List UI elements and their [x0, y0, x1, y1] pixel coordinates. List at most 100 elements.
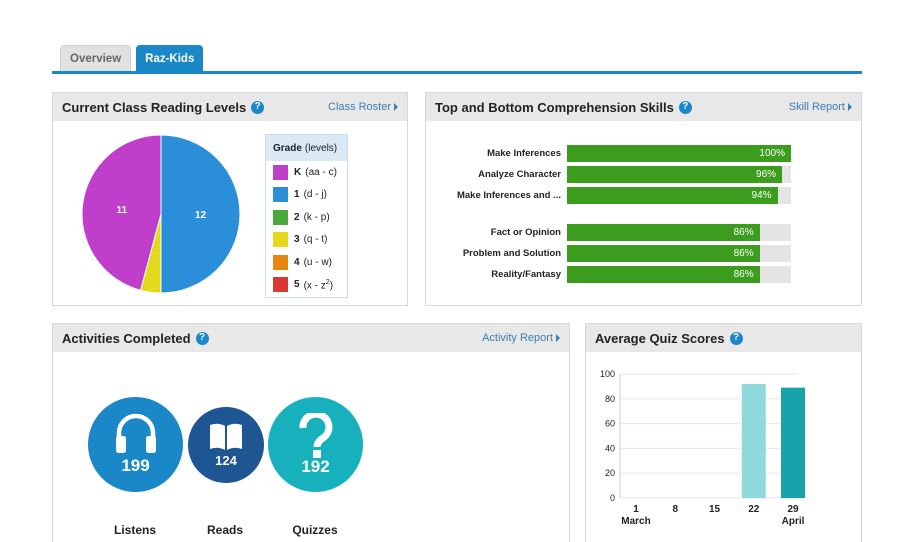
quizzes-label: Quizzes — [292, 523, 338, 537]
quiz-bar[interactable] — [741, 383, 766, 498]
legend-grade: 3 — [294, 234, 300, 246]
legend-swatch — [273, 277, 288, 293]
skill-label: Make Inferences — [487, 148, 561, 159]
legend-range-text: (q - t) — [303, 234, 328, 246]
help-icon[interactable]: ? — [251, 100, 265, 114]
legend-grade: 2 — [294, 211, 300, 223]
skill-label: Fact or Opinion — [490, 227, 561, 238]
legend-swatch — [273, 209, 288, 225]
skill-report-link[interactable]: Skill Report — [789, 101, 852, 113]
tab-underline — [52, 71, 862, 74]
y-tick-label: 20 — [605, 468, 615, 478]
skill-report-link-text[interactable]: Skill Report — [788, 101, 845, 113]
legend-range: (d - j) — [304, 189, 327, 200]
legend-range-text: (x - z — [303, 279, 326, 291]
class-roster-link[interactable]: Class Roster — [328, 101, 398, 113]
skill-bar-track: 86% — [567, 224, 791, 241]
legend-swatch — [273, 232, 288, 248]
skill-label: Analyze Character — [478, 169, 561, 180]
legend-item: K (aa - c) — [266, 161, 347, 184]
headphones-icon — [115, 413, 156, 453]
activities-title-text: Activities Completed — [62, 330, 191, 346]
skill-value-label: 100% — [759, 148, 785, 159]
skill-row[interactable]: Reality/Fantasy 86% — [426, 266, 861, 283]
skill-bar-track: 86% — [567, 245, 791, 262]
legend-header: Grade (levels) — [266, 135, 347, 161]
legend-item: 4 (u - w) — [266, 251, 347, 274]
legend-item: 3 (q - t) — [266, 229, 347, 252]
skill-value-label: 96% — [756, 169, 777, 180]
x-tick-label: 8 — [672, 504, 678, 515]
reads-count: 124 — [215, 453, 237, 468]
legend-swatch — [273, 254, 288, 270]
chevron-right-icon — [394, 103, 398, 111]
legend-range-text: (u - w) — [303, 256, 332, 268]
y-tick-label: 60 — [605, 419, 615, 429]
reads-circle[interactable]: 124 — [188, 407, 264, 483]
y-tick-label: 0 — [610, 493, 615, 503]
legend-grade: 1 — [294, 189, 300, 201]
y-tick-label: 100 — [600, 369, 615, 379]
skill-value-label: 86% — [733, 248, 754, 259]
skill-row[interactable]: Make Inferences 100% — [426, 145, 861, 162]
listens-count: 199 — [121, 456, 150, 475]
skill-row[interactable]: Fact or Opinion 86% — [426, 224, 861, 241]
tab-raz-kids[interactable]: Raz-Kids — [136, 45, 204, 72]
comprehension-skills-panel: Top and Bottom Comprehension Skills ? Sk… — [425, 92, 862, 306]
listens-label: Listens — [113, 523, 156, 537]
legend-range: (u - w) — [304, 257, 332, 268]
chevron-right-icon — [556, 334, 560, 342]
quiz-header: Average Quiz Scores ? — [586, 324, 861, 352]
skill-value-label: 86% — [733, 269, 754, 280]
tab-overview[interactable]: Overview — [60, 45, 132, 72]
pie-slice-label: 11 — [117, 205, 128, 216]
legend-item: 5 (x - z2) — [266, 274, 347, 297]
listens-circle[interactable]: 199 — [88, 397, 183, 492]
skill-row[interactable]: Problem and Solution 86% — [426, 245, 861, 262]
legend-item: 1 (d - j) — [266, 184, 347, 207]
skill-bar: 86% — [567, 266, 760, 283]
quiz-scores-panel: Average Quiz Scores ? 0 20 40 60 80 100 1 March… — [585, 323, 862, 542]
legend-range: (aa - c) — [305, 167, 337, 178]
pie-slice-1[interactable] — [160, 134, 241, 294]
help-icon[interactable]: ? — [195, 331, 209, 345]
pie-slice-label: 12 — [195, 210, 207, 221]
y-tick-label: 40 — [605, 443, 615, 453]
activities-title: Activities Completed ? — [62, 331, 209, 346]
class-roster-link-text[interactable]: Class Roster — [328, 101, 391, 113]
quiz-bar[interactable] — [781, 387, 805, 498]
x-month-label: March — [621, 516, 650, 527]
help-icon[interactable]: ? — [678, 100, 692, 114]
skill-row[interactable]: Make Inferences and ... 94% — [426, 187, 861, 204]
skill-row[interactable]: Analyze Character 96% — [426, 166, 861, 183]
question-icon — [298, 412, 332, 458]
skill-bar-track: 96% — [567, 166, 791, 183]
x-month-label: April — [782, 516, 805, 527]
skill-label: Reality/Fantasy — [491, 269, 561, 280]
legend-grade: 5 — [294, 279, 300, 291]
x-tick-label: 22 — [748, 504, 760, 515]
legend-range-text: (aa - c) — [305, 166, 337, 178]
x-tick-label: 29 — [787, 504, 799, 515]
quizzes-circle[interactable]: 192 — [268, 397, 363, 492]
skill-bar: 96% — [567, 166, 783, 183]
legend-range-close: ) — [329, 279, 334, 291]
skill-label: Make Inferences and ... — [456, 190, 561, 201]
y-tick-label: 80 — [605, 394, 615, 404]
help-icon[interactable]: ? — [729, 331, 743, 345]
pie-slice-K[interactable] — [81, 134, 162, 291]
reading-levels-title-text: Current Class Reading Levels — [62, 99, 247, 115]
activity-report-link[interactable]: Activity Report — [482, 332, 560, 344]
skill-value-label: 86% — [733, 227, 754, 238]
reading-levels-panel: Current Class Reading Levels ? Class Ros… — [52, 92, 408, 306]
skill-bar: 94% — [567, 187, 778, 204]
quiz-title-text: Average Quiz Scores — [595, 330, 725, 346]
legend-grade: K — [294, 166, 302, 178]
legend-title: Grade — [273, 142, 302, 154]
activity-report-link-text[interactable]: Activity Report — [482, 332, 553, 344]
skill-value-label: 94% — [751, 190, 772, 201]
tab-bar: Overview Raz-Kids — [60, 45, 204, 72]
legend-superscript: 2 — [325, 278, 330, 286]
skills-header: Top and Bottom Comprehension Skills ? Sk… — [426, 93, 861, 121]
